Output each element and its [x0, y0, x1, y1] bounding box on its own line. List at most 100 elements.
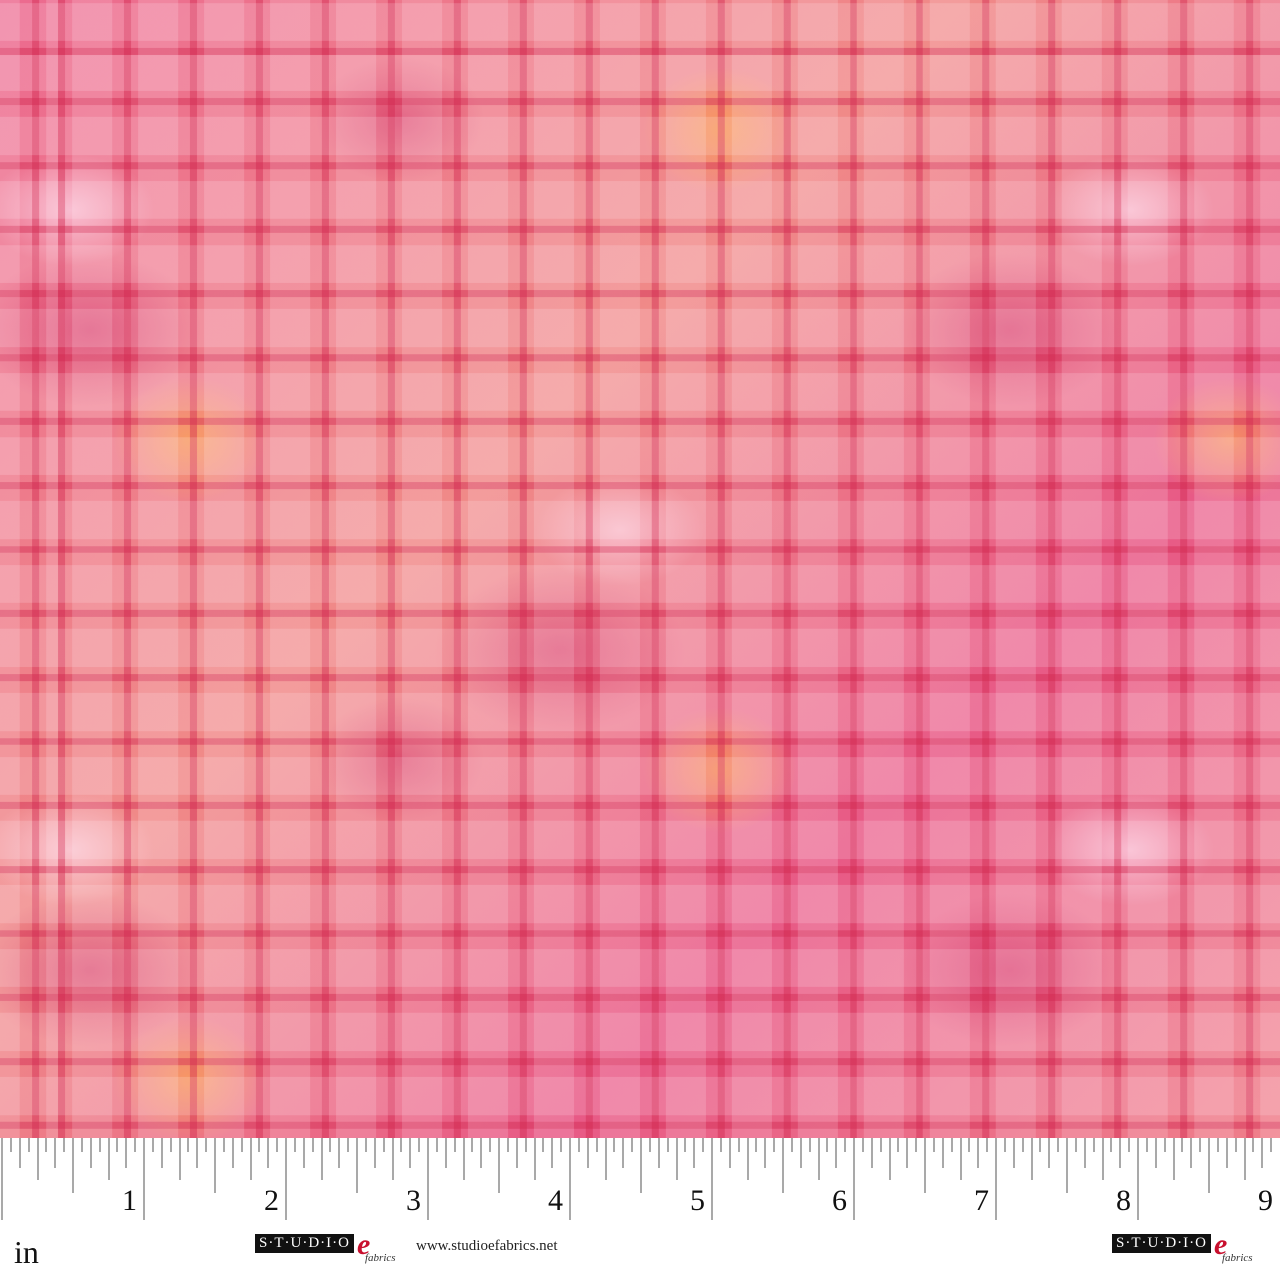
fabric-print [0, 0, 1280, 1138]
ruler-tick [489, 1138, 492, 1152]
ruler-tick [560, 1138, 563, 1152]
ruler-tick [702, 1138, 705, 1152]
logo-e: e [1214, 1228, 1228, 1261]
ruler-number: 9 [1258, 1184, 1273, 1217]
ruler-tick [959, 1138, 962, 1180]
ruler-tick [1066, 1138, 1068, 1193]
ruler-tick [897, 1138, 900, 1152]
ruler-tick [205, 1138, 208, 1152]
ruler-tick [45, 1138, 48, 1152]
ruler-tick [666, 1138, 669, 1152]
ruler-tick [986, 1138, 989, 1152]
ruler-tick [18, 1138, 21, 1168]
ruler-tick [719, 1138, 722, 1152]
ruler-tick [968, 1138, 971, 1152]
ruler-tick [799, 1138, 802, 1168]
ruler-tick [1199, 1138, 1202, 1152]
ruler-tick [1030, 1138, 1033, 1180]
ruler-tick [1092, 1138, 1095, 1152]
ruler-tick [684, 1138, 687, 1152]
ruler-tick [640, 1138, 642, 1193]
ruler-tick [1012, 1138, 1015, 1168]
studio-e-logo-2: S·T·U·D·I·O e fabrics [1112, 1228, 1253, 1276]
ruler-number: 7 [974, 1184, 989, 1217]
ruler-tick [1216, 1138, 1219, 1152]
ruler-tick [160, 1138, 163, 1168]
ruler-tick [338, 1138, 341, 1168]
ruler-tick [782, 1138, 784, 1193]
ruler-tick [80, 1138, 83, 1152]
ruler-tick [418, 1138, 421, 1152]
ruler-tick [480, 1138, 483, 1168]
ruler-tick [409, 1138, 412, 1168]
ruler-tick [72, 1138, 74, 1193]
ruler-tick [604, 1138, 607, 1180]
ruler-tick [595, 1138, 598, 1152]
ruler-tick [1172, 1138, 1175, 1180]
ruler-tick [888, 1138, 891, 1180]
ruler-tick [9, 1138, 12, 1152]
ruler-tick [356, 1138, 358, 1193]
ruler-tick [853, 1138, 855, 1220]
ruler-tick [755, 1138, 758, 1152]
ruler-tick [941, 1138, 944, 1168]
ruler-tick [817, 1138, 820, 1180]
ruler-tick [311, 1138, 314, 1152]
ruler-tick [471, 1138, 474, 1152]
ruler-tick [151, 1138, 154, 1152]
ruler-tick [1252, 1138, 1255, 1152]
ruler-tick [1261, 1138, 1264, 1168]
ruler-tick [577, 1138, 580, 1152]
ruler-tick [648, 1138, 651, 1152]
ruler-tick [125, 1138, 128, 1168]
ruler-tick [302, 1138, 305, 1168]
ruler-tick [1128, 1138, 1131, 1152]
ruler-tick [924, 1138, 926, 1193]
ruler-tick [1119, 1138, 1122, 1168]
ruler-tick [435, 1138, 438, 1152]
mosaic-tile-highlights [0, 0, 1280, 1138]
ruler-tick [347, 1138, 350, 1152]
ruler-tick [1074, 1138, 1077, 1152]
logo-text: S·T·U·D·I·O [255, 1234, 354, 1253]
ruler-number: 1 [122, 1184, 137, 1217]
ruler-tick [98, 1138, 101, 1152]
ruler-tick [400, 1138, 403, 1152]
website-url: www.studioefabrics.net [416, 1238, 558, 1254]
ruler-tick [569, 1138, 571, 1220]
ruler-tick [63, 1138, 66, 1152]
ruler-tick [364, 1138, 367, 1152]
ruler-tick [1154, 1138, 1157, 1168]
ruler-tick [622, 1138, 625, 1168]
studio-e-logo: S·T·U·D·I·O e fabrics [255, 1228, 396, 1276]
ruler-tick [1208, 1138, 1210, 1193]
ruler-number: 8 [1116, 1184, 1131, 1217]
ruler-tick [515, 1138, 518, 1168]
ruler-tick [826, 1138, 829, 1152]
ruler-tick [1234, 1138, 1237, 1152]
ruler-tick [293, 1138, 296, 1152]
ruler-tick [267, 1138, 270, 1168]
ruler-tick [657, 1138, 660, 1168]
ruler-tick [240, 1138, 243, 1152]
ruler-tick [551, 1138, 554, 1168]
ruler-tick [143, 1138, 145, 1220]
ruler-tick [427, 1138, 429, 1220]
ruler-tick [1, 1138, 3, 1220]
ruler-tick [134, 1138, 137, 1152]
logo-e: e [357, 1228, 371, 1261]
ruler-tick [258, 1138, 261, 1152]
ruler-tick [1101, 1138, 1104, 1180]
ruler-tick [285, 1138, 287, 1220]
ruler-tick [1190, 1138, 1193, 1168]
ruler-tick [586, 1138, 589, 1168]
ruler-unit-label: in [14, 1234, 39, 1270]
ruler-tick [915, 1138, 918, 1152]
ruler-tick [1003, 1138, 1006, 1152]
ruler-tick [977, 1138, 980, 1168]
ruler-tick [1270, 1138, 1273, 1152]
ruler-tick [533, 1138, 536, 1180]
ruler-tick [995, 1138, 997, 1220]
ruler-tick [1110, 1138, 1113, 1152]
ruler-tick [835, 1138, 838, 1168]
